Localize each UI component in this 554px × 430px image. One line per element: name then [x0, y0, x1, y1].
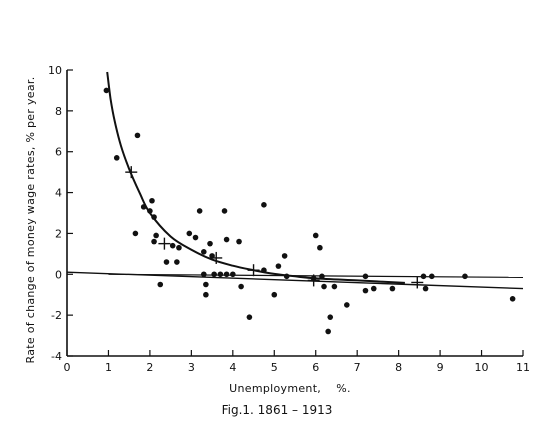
- chart-axes: 0 1 2 3 4 5 6 7 8 9 10 11 -4 -2 0 2 4 6 8 10: [48, 64, 530, 374]
- x-tick-label: 8: [395, 361, 402, 374]
- average-cross-marker: [411, 276, 424, 289]
- data-point: [429, 273, 435, 280]
- y-tick-label: 6: [55, 146, 62, 159]
- data-point: [113, 155, 120, 161]
- data-point: [261, 202, 267, 208]
- data-point: [201, 249, 207, 255]
- x-tick-label: 9: [437, 361, 444, 374]
- y-axis-title: Rate of change of money wage rates, % pe…: [24, 77, 37, 364]
- x-tick-label: 2: [146, 361, 153, 374]
- data-point: [217, 271, 224, 278]
- x-tick-label: 10: [475, 361, 489, 374]
- data-point: [312, 232, 319, 239]
- data-point: [321, 283, 327, 290]
- data-point: [207, 240, 213, 247]
- data-point: [327, 314, 334, 320]
- data-point: [157, 281, 164, 288]
- x-tick-label: 6: [312, 361, 319, 374]
- data-point: [147, 208, 153, 214]
- data-point: [283, 273, 290, 280]
- data-point: [174, 259, 180, 265]
- data-point: [132, 230, 139, 237]
- y-tick-label: 10: [48, 64, 62, 77]
- chart-marks: [103, 87, 516, 335]
- data-point: [389, 285, 396, 292]
- data-point: [211, 271, 217, 278]
- x-tick-label: 4: [229, 361, 236, 374]
- data-point: [203, 291, 209, 298]
- average-cross-marker: [125, 166, 138, 179]
- y-tick-label: -4: [51, 350, 62, 363]
- data-point: [370, 285, 377, 292]
- x-tick-label: 7: [354, 361, 361, 374]
- baseline-line: [108, 273, 524, 278]
- x-tick-label: 5: [271, 361, 278, 374]
- data-point: [151, 214, 157, 220]
- data-point: [140, 204, 147, 210]
- data-point: [223, 271, 230, 278]
- data-point: [344, 302, 350, 308]
- data-point: [151, 238, 157, 245]
- data-point: [134, 132, 141, 139]
- data-point: [203, 281, 209, 288]
- x-axis-title: Unemployment, %.: [229, 382, 351, 395]
- data-point: [261, 267, 267, 274]
- y-tick-label: 2: [55, 227, 62, 240]
- data-point: [331, 283, 338, 290]
- data-point: [281, 253, 288, 259]
- average-cross-marker: [247, 264, 260, 277]
- average-cross-marker: [307, 274, 320, 287]
- data-point: [176, 244, 182, 251]
- data-point: [223, 236, 230, 243]
- y-tick-label: 4: [55, 187, 62, 200]
- data-point: [186, 230, 193, 237]
- y-tick-label: 0: [55, 268, 62, 281]
- data-point: [317, 244, 323, 251]
- data-point: [163, 259, 170, 265]
- data-point: [422, 285, 429, 292]
- x-tick-label: 0: [64, 361, 71, 374]
- x-tick-label: 11: [516, 361, 530, 374]
- data-point: [236, 238, 242, 245]
- data-point: [149, 197, 155, 204]
- data-point: [462, 273, 468, 280]
- y-tick-label: 8: [55, 105, 62, 118]
- data-point: [362, 287, 369, 294]
- fitted-curve: [106, 71, 405, 284]
- trend-line: [66, 271, 524, 290]
- data-point: [196, 208, 203, 214]
- data-point: [325, 328, 331, 335]
- data-point: [275, 263, 282, 269]
- data-point: [192, 234, 199, 241]
- data-point: [509, 296, 516, 302]
- data-point: [153, 232, 159, 239]
- x-tick-label: 1: [105, 361, 112, 374]
- data-point: [420, 273, 427, 280]
- data-point: [362, 273, 369, 280]
- data-point: [246, 314, 253, 320]
- data-point: [319, 273, 325, 280]
- data-point: [201, 271, 207, 278]
- chart-lines: [66, 71, 524, 290]
- data-point: [221, 208, 228, 214]
- data-point: [238, 283, 244, 290]
- y-tick-label: -2: [51, 309, 62, 322]
- figure-caption: Fig.1. 1861 – 1913: [221, 403, 333, 417]
- data-point: [230, 271, 236, 278]
- x-tick-label: 3: [188, 361, 195, 374]
- data-point: [103, 87, 110, 94]
- average-cross-marker: [210, 251, 223, 264]
- data-point: [169, 242, 176, 249]
- data-point: [271, 291, 278, 298]
- average-cross-marker: [158, 237, 171, 250]
